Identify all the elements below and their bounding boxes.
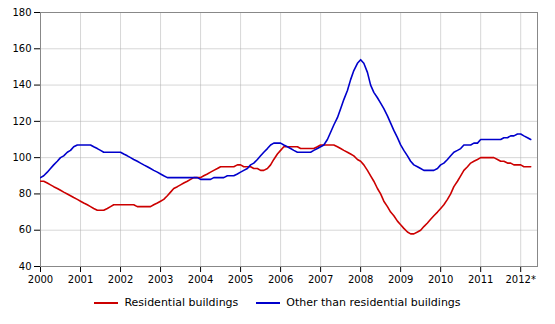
svg-text:2002: 2002 (108, 274, 133, 285)
svg-text:60: 60 (19, 224, 32, 235)
svg-text:2008: 2008 (348, 274, 373, 285)
svg-text:140: 140 (12, 79, 31, 90)
svg-text:80: 80 (19, 188, 32, 199)
svg-text:120: 120 (12, 116, 31, 127)
html-text:Other than residential buildin: Other than residential buildings (286, 296, 461, 309)
svg-text:2010: 2010 (428, 274, 453, 285)
svg-text:160: 160 (12, 43, 31, 54)
html-text:Residential buildings: Residential buildings (124, 296, 239, 309)
svg-text:2012*: 2012* (505, 274, 535, 285)
svg-text:2011: 2011 (468, 274, 493, 285)
svg-text:2005: 2005 (228, 274, 253, 285)
svg-text:40: 40 (19, 261, 32, 272)
svg-text:2004: 2004 (188, 274, 213, 285)
svg-text:180: 180 (12, 7, 31, 18)
svg-text:2009: 2009 (388, 274, 413, 285)
svg-text:2001: 2001 (68, 274, 93, 285)
svg-text:2006: 2006 (268, 274, 293, 285)
svg-text:2007: 2007 (308, 274, 333, 285)
svg-text:100: 100 (12, 152, 31, 163)
svg-text:2000: 2000 (28, 274, 53, 285)
svg-text:2003: 2003 (148, 274, 173, 285)
